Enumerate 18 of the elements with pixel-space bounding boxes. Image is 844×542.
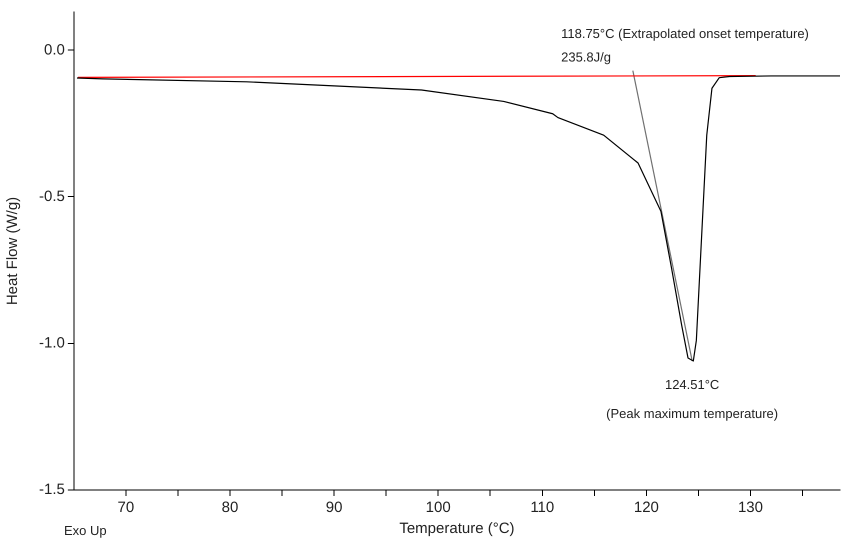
x-tick-label: 130: [738, 499, 763, 516]
x-tick-label: 90: [326, 499, 342, 516]
y-tick-label: 0.0: [44, 41, 65, 58]
y-axis-title: Heat Flow (W/g): [4, 196, 22, 306]
y-tick-label: -1.5: [38, 481, 65, 498]
annotation: 235.8J/g: [561, 50, 611, 65]
x-axis-title: Temperature (°C): [399, 520, 515, 538]
y-tick-label: -1.0: [38, 334, 65, 352]
x-tick-label: 80: [222, 499, 238, 516]
annotation: 124.51°C: [664, 377, 720, 392]
x-tick-label: 120: [634, 499, 659, 516]
y-tick-label: -0.5: [38, 188, 65, 205]
annotation: 118.75°C (Extrapolated onset temperature): [561, 26, 809, 41]
text: Exo Up: [64, 523, 107, 538]
x-tick-label: 110: [530, 499, 554, 516]
annotation: (Peak maximum temperature): [606, 406, 778, 421]
x-tick-label: 100: [426, 499, 451, 516]
x-tick-label: 70: [118, 499, 134, 516]
